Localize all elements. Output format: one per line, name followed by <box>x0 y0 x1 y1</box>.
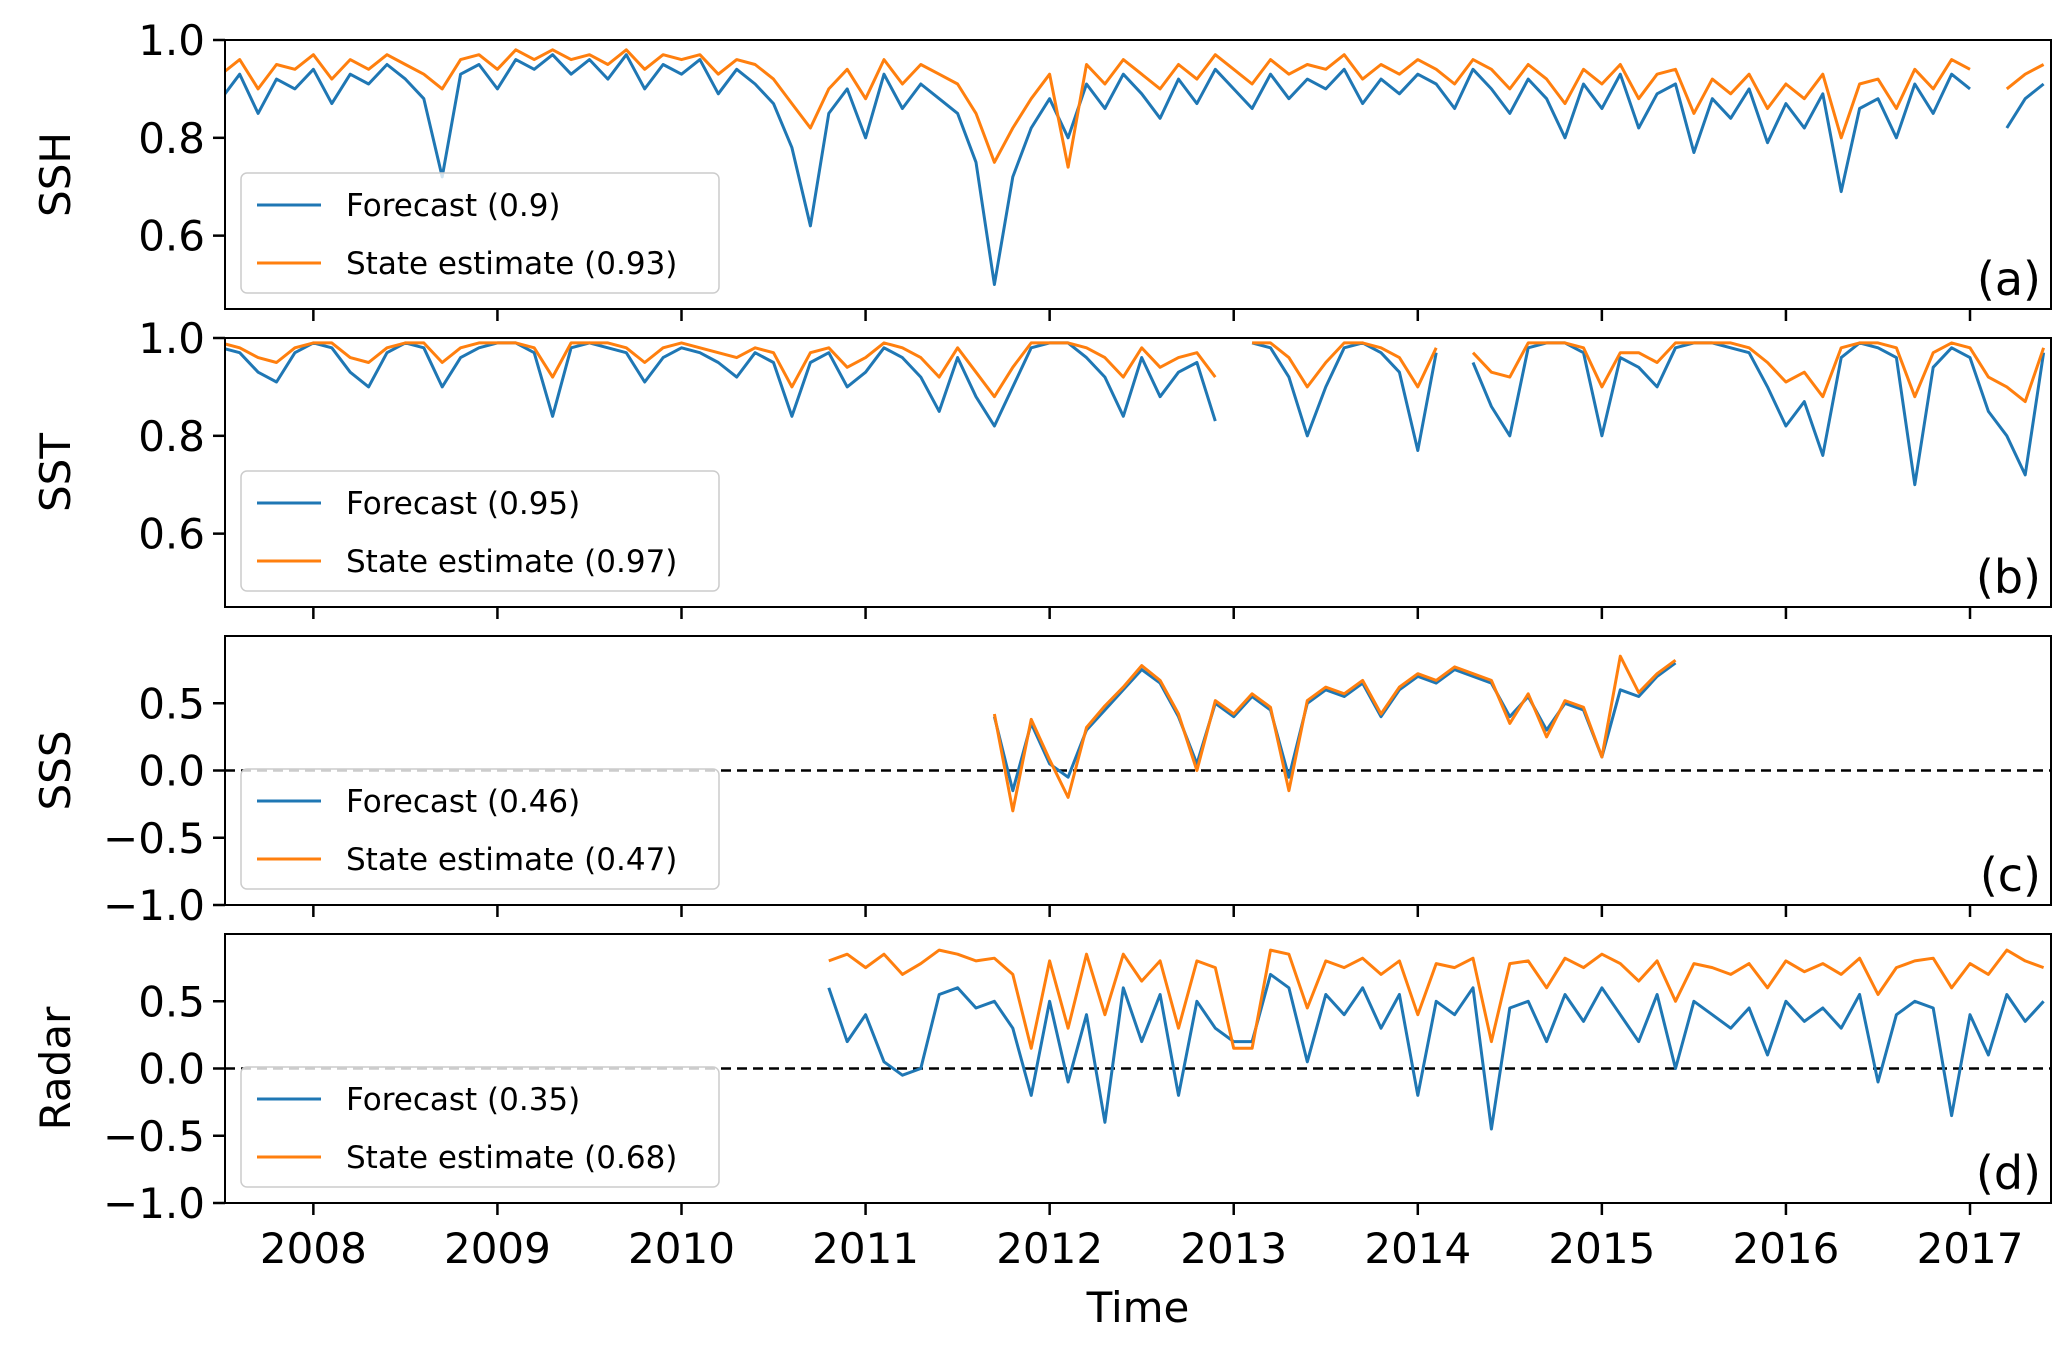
panel-label: (c) <box>1980 848 2041 902</box>
series-line <box>827 972 2045 1131</box>
y-axis-label: Radar <box>31 1006 80 1130</box>
panel-label: (b) <box>1976 550 2041 604</box>
y-tick-label: 0.6 <box>138 212 205 261</box>
legend-label: Forecast (0.46) <box>346 784 580 820</box>
series-line <box>225 48 2045 169</box>
panel: 0.6 0.8 1.0 SSH (a) Forecast (0.9) State estim… <box>31 16 2052 321</box>
x-tick-label: 2015 <box>1548 1224 1655 1273</box>
x-tick-label: 2013 <box>1180 1224 1287 1273</box>
legend-box <box>240 172 720 294</box>
legend-label: Forecast (0.9) <box>346 188 561 224</box>
x-tick-label: 2010 <box>628 1224 735 1273</box>
legend-label: State estimate (0.68) <box>346 1140 677 1176</box>
y-tick-label: 0.8 <box>138 114 205 163</box>
x-tick-label: 2016 <box>1732 1224 1839 1273</box>
axes-frame <box>224 39 2052 310</box>
x-tick-label: 2009 <box>444 1224 551 1273</box>
y-tick-label: 0.0 <box>138 747 205 796</box>
legend-box <box>240 1066 720 1188</box>
y-tick-label: 0.6 <box>138 510 205 559</box>
series-line <box>992 654 1677 813</box>
x-tick-label: 2014 <box>1364 1224 1471 1273</box>
x-tick-label: 2017 <box>1917 1224 2024 1273</box>
legend-label: State estimate (0.93) <box>346 246 677 282</box>
y-tick-label: 0.5 <box>138 679 205 728</box>
panel-label: (d) <box>1976 1146 2041 1200</box>
legend-label: Forecast (0.35) <box>346 1082 580 1118</box>
y-tick-label: 1.0 <box>138 314 205 363</box>
y-axis-label: SSH <box>31 132 80 217</box>
legend-label: State estimate (0.47) <box>346 842 677 878</box>
panel: −1.0 −0.5 0.0 0.5 2008 2009 2010 2011 2012 2013 20… <box>31 933 2052 1332</box>
y-tick-label: 0.5 <box>138 977 205 1026</box>
legend-label: State estimate (0.97) <box>346 544 677 580</box>
axes-frame <box>224 933 2052 1204</box>
y-tick-label: 1.0 <box>138 16 205 65</box>
legend-box <box>240 470 720 592</box>
y-tick-label: 0.8 <box>138 412 205 461</box>
x-tick-label: 2008 <box>260 1224 367 1273</box>
y-axis-label: SSS <box>31 731 80 811</box>
y-tick-label: −1.0 <box>103 1179 205 1228</box>
series-line <box>225 53 2045 286</box>
series-line <box>225 341 2046 404</box>
series-line <box>828 948 2045 1050</box>
panel: 0.6 0.8 1.0 SST (b) Forecast (0.95) State esti… <box>31 314 2052 619</box>
y-tick-label: 0.0 <box>138 1045 205 1094</box>
x-tick-label: 2012 <box>996 1224 1103 1273</box>
y-tick-label: −1.0 <box>103 881 205 930</box>
panel-label: (a) <box>1977 252 2041 306</box>
x-axis-label: Time <box>1086 1283 1190 1332</box>
panel: −1.0 −0.5 0.0 0.5 SSS (c) Forecast (0.46) State… <box>31 635 2052 930</box>
axes-frame <box>224 337 2052 608</box>
x-tick-label: 2011 <box>812 1224 919 1273</box>
y-tick-label: −0.5 <box>103 1112 205 1161</box>
axes-frame <box>224 635 2052 906</box>
y-axis-label: SST <box>31 433 80 512</box>
y-tick-label: −0.5 <box>103 814 205 863</box>
legend-label: Forecast (0.95) <box>346 486 580 522</box>
legend-box <box>240 768 720 890</box>
